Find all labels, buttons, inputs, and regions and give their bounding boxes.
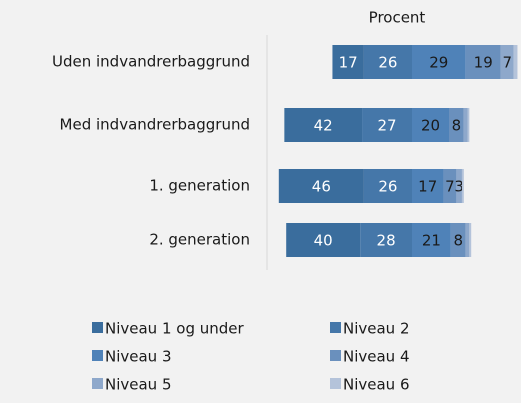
- legend-label: Niveau 4: [343, 348, 410, 366]
- bar-segment: [412, 223, 451, 257]
- bar-segment: [332, 45, 364, 79]
- bar-segment: [360, 223, 412, 257]
- legend-label: Niveau 3: [105, 348, 172, 366]
- bar-segment: [286, 223, 361, 257]
- bar-segment: [449, 108, 464, 142]
- bar-segment: [443, 169, 457, 203]
- value-label: 17: [339, 54, 358, 72]
- value-label: 40: [314, 232, 333, 250]
- value-label: 21: [422, 232, 441, 250]
- legend-swatch: [330, 322, 341, 333]
- value-label: 17: [418, 178, 437, 196]
- bar-segment: [412, 45, 466, 79]
- value-label: 7: [503, 54, 513, 72]
- legend-label: Niveau 1 og under: [105, 320, 245, 338]
- bar-segment: [363, 169, 412, 203]
- bar-segment: [278, 169, 364, 203]
- category-label: Med indvandrerbaggrund: [60, 116, 250, 134]
- bar-segment: [284, 108, 363, 142]
- bar-segment: [363, 45, 412, 79]
- value-label: 27: [377, 117, 396, 135]
- bar-segment: [461, 169, 464, 203]
- legend-label: Niveau 6: [343, 376, 410, 394]
- category-label: Uden indvandrerbaggrund: [52, 53, 250, 71]
- value-label: 20: [421, 117, 440, 135]
- bar-segment: [412, 169, 444, 203]
- legend-label: Niveau 5: [105, 376, 172, 394]
- category-label: 2. generation: [149, 231, 250, 249]
- value-label: 46: [312, 178, 331, 196]
- value-label: 26: [378, 54, 397, 72]
- bar-segment: [469, 223, 472, 257]
- bar-segment: [463, 108, 468, 142]
- legend-swatch: [92, 378, 103, 389]
- value-label: 8: [452, 117, 462, 135]
- bar-segment: [500, 45, 514, 79]
- bar-segment: [412, 108, 449, 142]
- value-label: 3: [454, 178, 464, 196]
- legend-swatch: [330, 350, 341, 361]
- bar-segment: [465, 45, 501, 79]
- value-label: 8: [453, 232, 463, 250]
- chart-title: Procent: [369, 9, 426, 27]
- value-label: 28: [377, 232, 396, 250]
- value-label: 29: [429, 54, 448, 72]
- bar-segment: [465, 223, 470, 257]
- bar-segment: [513, 45, 518, 79]
- value-label: 19: [474, 54, 493, 72]
- value-label: 42: [314, 117, 333, 135]
- value-label: 7: [445, 178, 455, 196]
- bar-segment: [467, 108, 470, 142]
- legend-swatch: [92, 322, 103, 333]
- legend-swatch: [92, 350, 103, 361]
- bar-segment: [456, 169, 462, 203]
- bar-segment: [450, 223, 466, 257]
- category-label: 1. generation: [149, 177, 250, 195]
- value-label: 26: [378, 178, 397, 196]
- legend-swatch: [330, 378, 341, 389]
- bar-segment: [362, 108, 412, 142]
- legend-label: Niveau 2: [343, 320, 410, 338]
